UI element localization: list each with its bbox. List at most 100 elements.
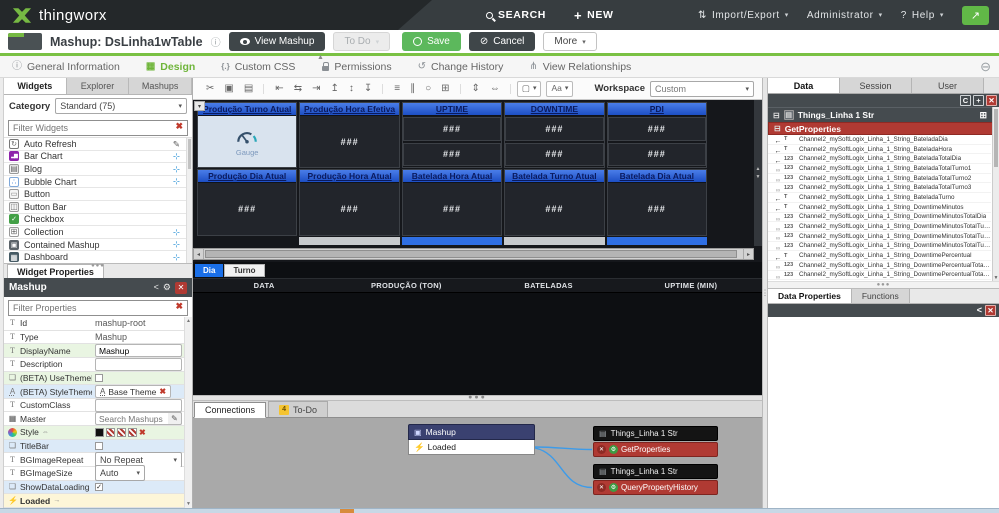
help-menu[interactable]: ? Help ▾ xyxy=(900,9,944,21)
property-select[interactable]: Auto ▾ xyxy=(95,465,145,482)
align-left-icon[interactable]: ⇤ xyxy=(275,82,284,94)
widget-list-scrollbar[interactable] xyxy=(186,138,192,263)
gauge-widget[interactable]: Gauge xyxy=(198,116,297,167)
clear-filter-icon[interactable]: ✖ xyxy=(175,121,183,131)
copy-icon[interactable]: ▣ xyxy=(224,82,234,94)
property-row[interactable]: Master ✎ xyxy=(4,412,192,427)
delete-widget-icon[interactable]: ✕ xyxy=(175,281,187,294)
gear-icon[interactable]: ⚙ xyxy=(162,282,171,292)
mashup-panel[interactable]: UPTIME ### ### xyxy=(401,102,503,168)
data-property-row[interactable]: T Channel2_mySoftLogix_Linha_1_String_Do… xyxy=(768,203,991,213)
remove-data-icon[interactable]: ✕ xyxy=(986,95,997,106)
widget-action-icon[interactable] xyxy=(173,253,180,262)
tab-session[interactable]: Session xyxy=(840,78,912,93)
property-input[interactable] xyxy=(95,398,182,412)
widget-action-icon[interactable] xyxy=(173,165,180,174)
widget-list-item[interactable]: Button xyxy=(4,188,192,201)
data-property-row[interactable]: 123 Channel2_mySoftLogix_Linha_1_String_… xyxy=(768,261,991,271)
cut-icon[interactable]: ✂ xyxy=(206,82,215,94)
tab-dia[interactable]: Dia xyxy=(195,264,224,277)
info-icon[interactable]: ⓘ xyxy=(210,38,221,49)
splitter-handle[interactable]: ●●● xyxy=(91,263,105,269)
search-button[interactable]: SEARCH xyxy=(486,9,546,21)
refresh-data-icon[interactable]: C xyxy=(960,95,971,106)
widget-list-item[interactable]: Collection xyxy=(4,226,192,239)
remove-theme-icon[interactable]: ✖ xyxy=(159,387,167,397)
property-row[interactable]: Description xyxy=(4,357,192,372)
align-center-icon[interactable]: ⇆ xyxy=(293,82,303,94)
scrollbar-thumb[interactable] xyxy=(205,250,737,258)
remove-service-icon[interactable]: ✕ xyxy=(597,483,606,492)
user-menu[interactable]: Administrator ▾ xyxy=(806,9,883,21)
property-checkbox[interactable] xyxy=(95,442,103,451)
canvas-horizontal-scrollbar[interactable]: ◂ ▸ xyxy=(193,248,754,260)
distribute-columns-icon[interactable]: ∥ xyxy=(410,82,416,94)
mashup-panel[interactable]: Produção Hora Efetiva ### xyxy=(299,102,400,168)
tab-todo[interactable]: 4 To-Do xyxy=(268,401,329,417)
widget-list-item[interactable]: Blog xyxy=(4,163,192,176)
tab-data[interactable]: Data xyxy=(768,78,840,93)
bindings-canvas[interactable]: ▣ Mashup ⚡ Loaded ▤ Things_Linha 1 Str ✕ ⚙ … xyxy=(193,418,762,508)
view-mashup-button[interactable]: View Mashup xyxy=(228,32,326,51)
canvas-vertical-scrollbar[interactable]: ▲ ▼ xyxy=(754,100,762,246)
center-horizontal-icon[interactable]: ○ xyxy=(425,82,432,94)
property-checkbox[interactable] xyxy=(95,373,103,382)
vertical-splitter[interactable] xyxy=(762,78,768,508)
property-row[interactable]: Loaded → xyxy=(4,494,192,508)
data-property-row[interactable]: 123 Channel2_mySoftLogix_Linha_1_String_… xyxy=(768,174,991,184)
canvas-context-button[interactable]: ▾ xyxy=(194,101,205,111)
data-property-row[interactable]: T Channel2_mySoftLogix_Linha_1_String_Ba… xyxy=(768,193,991,203)
data-property-row[interactable]: T Channel2_mySoftLogix_Linha_1_String_Ba… xyxy=(768,135,991,145)
entity-tab[interactable]: Design xyxy=(146,61,195,73)
service-node[interactable]: ▤ Things_Linha 1 Str ✕ ⚙ GetProperties xyxy=(593,426,718,457)
mashup-panel[interactable]: DOWNTIME ### ### xyxy=(504,102,605,168)
bindings-icon[interactable]: < xyxy=(976,305,982,315)
property-row[interactable]: ShowDataLoading xyxy=(4,480,192,495)
widget-list-item[interactable]: Dashboard xyxy=(4,251,192,263)
widget-list-item[interactable]: Auto Refresh xyxy=(4,138,192,151)
data-property-row[interactable]: 123 Channel2_mySoftLogix_Linha_1_String_… xyxy=(768,271,991,281)
data-entity-row[interactable]: ⊟ ▤ Things_Linha 1 Str ⊞ xyxy=(768,107,999,122)
data-table-widget[interactable]: Dia Turno DATA PRODUÇÃO (TON) BATELADAS UPT… xyxy=(193,262,762,395)
distribute-rows-icon[interactable]: ≡ xyxy=(394,82,401,94)
launch-button[interactable]: ↗ xyxy=(962,5,989,25)
new-button[interactable]: + NEW xyxy=(573,7,614,23)
data-property-row[interactable]: T Channel2_mySoftLogix_Linha_1_String_Do… xyxy=(768,251,991,261)
mashup-panel[interactable]: Batelada Turno Atual ### xyxy=(504,169,605,236)
clear-properties-filter-icon[interactable]: ✖ xyxy=(175,301,183,311)
align-right-icon[interactable]: ⇥ xyxy=(312,82,321,94)
property-row[interactable]: Id mashup-root xyxy=(4,317,192,331)
tab-functions[interactable]: Functions xyxy=(851,289,910,303)
entity-tab[interactable]: Custom CSS xyxy=(221,61,296,73)
mashup-preview[interactable]: ▾ Produção Turno Atual Gauge xyxy=(193,100,762,262)
tab-connections[interactable]: Connections xyxy=(194,402,267,418)
widget-list-item[interactable]: Checkbox xyxy=(4,214,192,227)
cancel-button[interactable]: ⊘ Cancel xyxy=(468,32,536,51)
stretch-height-icon[interactable]: ⇕ xyxy=(471,82,480,94)
filter-properties-input[interactable] xyxy=(8,300,188,316)
mashup-panel[interactable]: Batelada Hora Atual ### xyxy=(401,169,503,236)
mashup-panel[interactable]: Produção Hora Atual ### xyxy=(299,169,400,236)
property-row[interactable]: Style ⇔ ✖ xyxy=(4,426,192,440)
widget-action-icon[interactable] xyxy=(173,140,180,149)
loaded-event-row[interactable]: ⚡ Loaded xyxy=(408,440,535,455)
property-row[interactable]: DisplayName xyxy=(4,344,192,358)
widget-list-item[interactable]: Bar Chart xyxy=(4,151,192,164)
right-splitter[interactable]: ●●● xyxy=(768,281,999,289)
font-size-dropdown[interactable]: Aa xyxy=(546,80,574,97)
data-property-row[interactable]: 123 Channel2_mySoftLogix_Linha_1_String_… xyxy=(768,164,991,174)
mashup-panel[interactable]: Produção Turno Atual Gauge xyxy=(197,102,298,168)
category-select[interactable]: Standard (75) ▾ xyxy=(55,98,187,114)
property-input[interactable] xyxy=(95,357,182,371)
horizontal-splitter[interactable]: ●●● xyxy=(193,394,762,401)
mashup-panel[interactable]: Produção Dia Atual ### xyxy=(197,169,298,236)
collapse-panel-icon[interactable]: ⊖ xyxy=(980,58,991,74)
service-group-row[interactable]: ⊟ GetProperties xyxy=(768,122,999,135)
service-row[interactable]: ✕ ⚙ QueryPropertyHistory xyxy=(593,480,718,495)
property-input[interactable] xyxy=(95,344,182,358)
property-checkbox[interactable] xyxy=(95,483,103,491)
tab-mashups[interactable]: Mashups xyxy=(129,78,193,94)
paste-icon[interactable]: ▤ xyxy=(239,83,265,94)
tab-turno[interactable]: Turno xyxy=(224,264,265,277)
